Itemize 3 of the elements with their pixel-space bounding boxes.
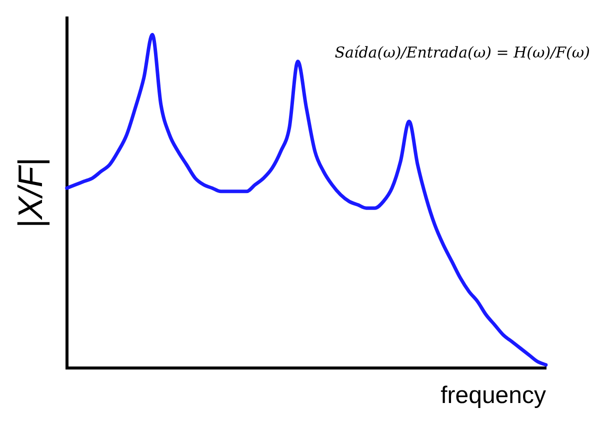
y-axis-title: |X/F|	[12, 158, 50, 228]
x-axis-title: frequency	[440, 382, 546, 410]
annotation: Saída(ω)/Entrada(ω) = H(ω)/F(ω)	[334, 43, 590, 62]
